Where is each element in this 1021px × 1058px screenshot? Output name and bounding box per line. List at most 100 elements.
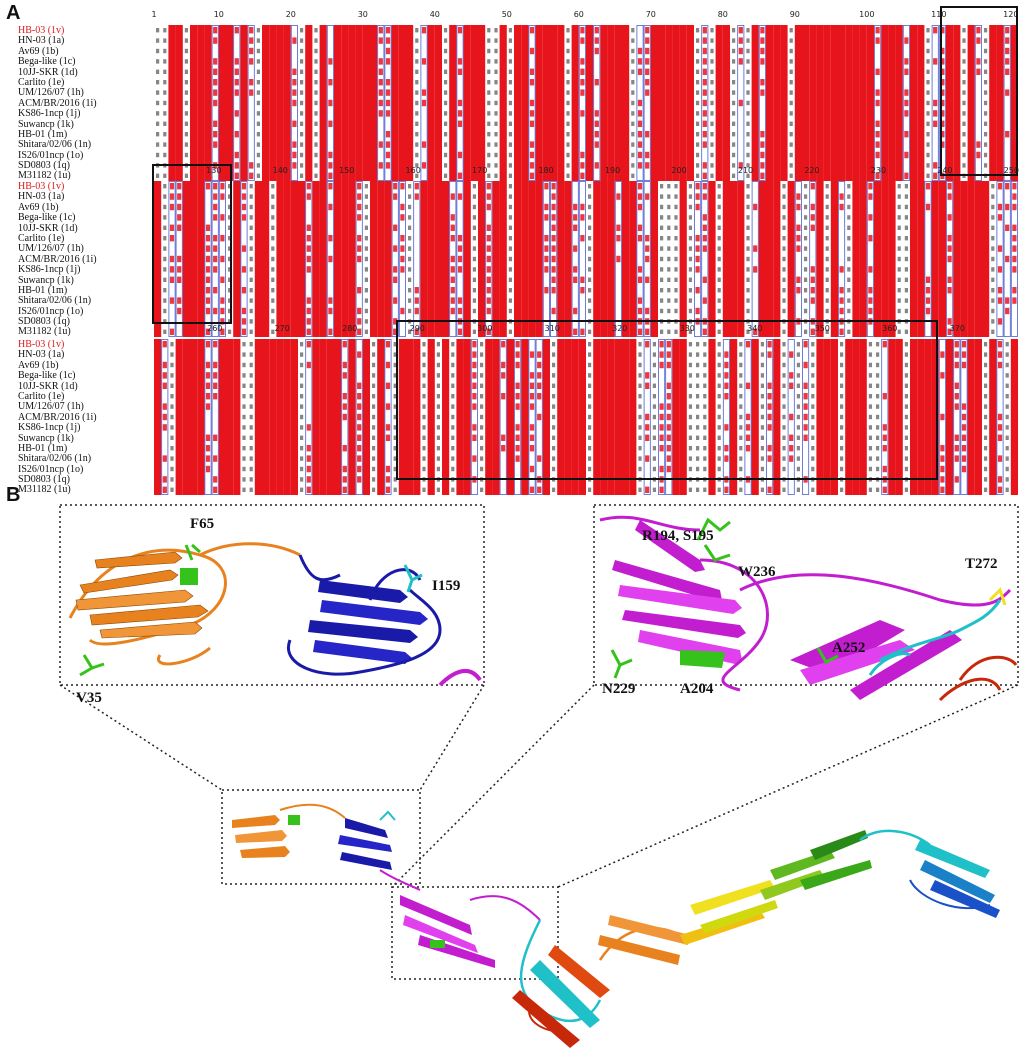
variable-residue xyxy=(415,111,419,116)
similar-residue xyxy=(486,203,491,211)
similar-residue xyxy=(580,89,585,96)
conserved-column xyxy=(478,25,486,181)
variable-residue xyxy=(760,383,764,388)
variable-residue xyxy=(494,121,498,126)
similar-residue xyxy=(472,372,477,379)
variable-residue xyxy=(926,132,930,137)
variable-residue xyxy=(804,308,808,314)
variable-residue xyxy=(228,236,232,241)
similar-residue xyxy=(306,328,311,335)
similar-residue xyxy=(616,193,621,200)
sequence-name: Av69 (1b) xyxy=(18,201,59,213)
similar-residue xyxy=(580,235,585,242)
variable-residue xyxy=(256,163,260,168)
similar-residue xyxy=(724,351,729,358)
similar-residue xyxy=(933,110,938,117)
variable-residue xyxy=(249,487,253,492)
variable-residue xyxy=(408,256,412,262)
variable-residue xyxy=(696,446,700,451)
variable-residue xyxy=(782,394,786,399)
variable-residue xyxy=(703,352,707,357)
variable-residue xyxy=(660,277,664,282)
variable-residue xyxy=(847,246,851,251)
similar-residue xyxy=(249,58,254,65)
variable-residue xyxy=(300,48,304,54)
similar-residue xyxy=(789,351,794,358)
similar-residue xyxy=(637,58,643,65)
similar-residue xyxy=(205,183,211,190)
variable-residue xyxy=(163,90,167,95)
variable-residue xyxy=(840,435,844,440)
similar-residue xyxy=(839,297,844,304)
variable-residue xyxy=(422,404,426,409)
conserved-column xyxy=(838,25,846,181)
similar-residue xyxy=(457,99,463,107)
similar-residue xyxy=(169,297,175,304)
similar-residue xyxy=(205,297,211,304)
conserved-column xyxy=(658,25,666,181)
variable-residue xyxy=(364,215,368,220)
variable-residue xyxy=(688,256,692,262)
similar-residue xyxy=(666,465,671,473)
similar-residue xyxy=(997,413,1003,421)
variable-residue xyxy=(760,487,764,492)
variable-residue xyxy=(163,184,167,189)
variable-residue xyxy=(156,80,160,85)
similar-residue xyxy=(702,235,707,242)
position-tick: 230 xyxy=(870,166,887,175)
variable-residue xyxy=(696,152,700,158)
similar-residue xyxy=(529,68,535,75)
conserved-column xyxy=(168,25,176,181)
variable-residue xyxy=(408,329,412,334)
variable-residue xyxy=(300,90,304,95)
similar-residue xyxy=(450,276,455,283)
similar-residue xyxy=(997,266,1003,273)
similar-residue xyxy=(551,307,556,315)
similar-residue xyxy=(529,403,535,410)
conserved-column xyxy=(852,25,860,181)
variable-residue xyxy=(300,373,304,378)
position-tick: 190 xyxy=(604,166,621,175)
variable-residue xyxy=(674,215,678,220)
variable-residue xyxy=(228,277,232,282)
position-tick: 370 xyxy=(949,324,965,333)
variable-residue xyxy=(789,163,793,168)
variable-residue xyxy=(703,425,707,430)
similar-residue xyxy=(486,276,491,283)
conserved-column xyxy=(154,339,162,495)
variable-residue xyxy=(688,414,692,420)
variable-residue xyxy=(652,425,656,430)
similar-residue xyxy=(328,307,333,315)
variable-residue xyxy=(1005,425,1009,430)
similar-residue xyxy=(666,413,671,421)
similar-residue xyxy=(529,120,535,127)
variable-residue xyxy=(732,69,736,74)
similar-residue xyxy=(205,245,211,252)
similar-residue xyxy=(177,266,182,273)
similar-residue xyxy=(378,58,383,65)
similar-residue xyxy=(414,328,419,335)
variable-residue xyxy=(904,425,908,430)
similar-residue xyxy=(400,183,405,190)
similar-residue xyxy=(205,276,211,283)
similar-residue xyxy=(385,151,391,159)
variable-residue xyxy=(638,394,642,399)
variable-residue xyxy=(508,80,512,85)
conserved-column xyxy=(679,181,687,337)
conserved-column xyxy=(917,339,925,495)
similar-residue xyxy=(205,224,211,231)
conserved-column xyxy=(233,181,241,337)
variable-residue xyxy=(451,487,455,492)
variable-residue xyxy=(300,163,304,168)
variable-residue xyxy=(674,267,678,272)
variable-residue xyxy=(480,352,484,357)
similar-residue xyxy=(393,276,398,283)
conserved-column xyxy=(895,25,903,181)
variable-residue xyxy=(271,319,275,324)
variable-residue xyxy=(703,487,707,492)
variable-residue xyxy=(487,48,491,54)
similar-residue xyxy=(702,214,707,221)
similar-residue xyxy=(645,276,650,283)
variable-residue xyxy=(408,236,412,241)
variable-residue xyxy=(242,414,246,420)
